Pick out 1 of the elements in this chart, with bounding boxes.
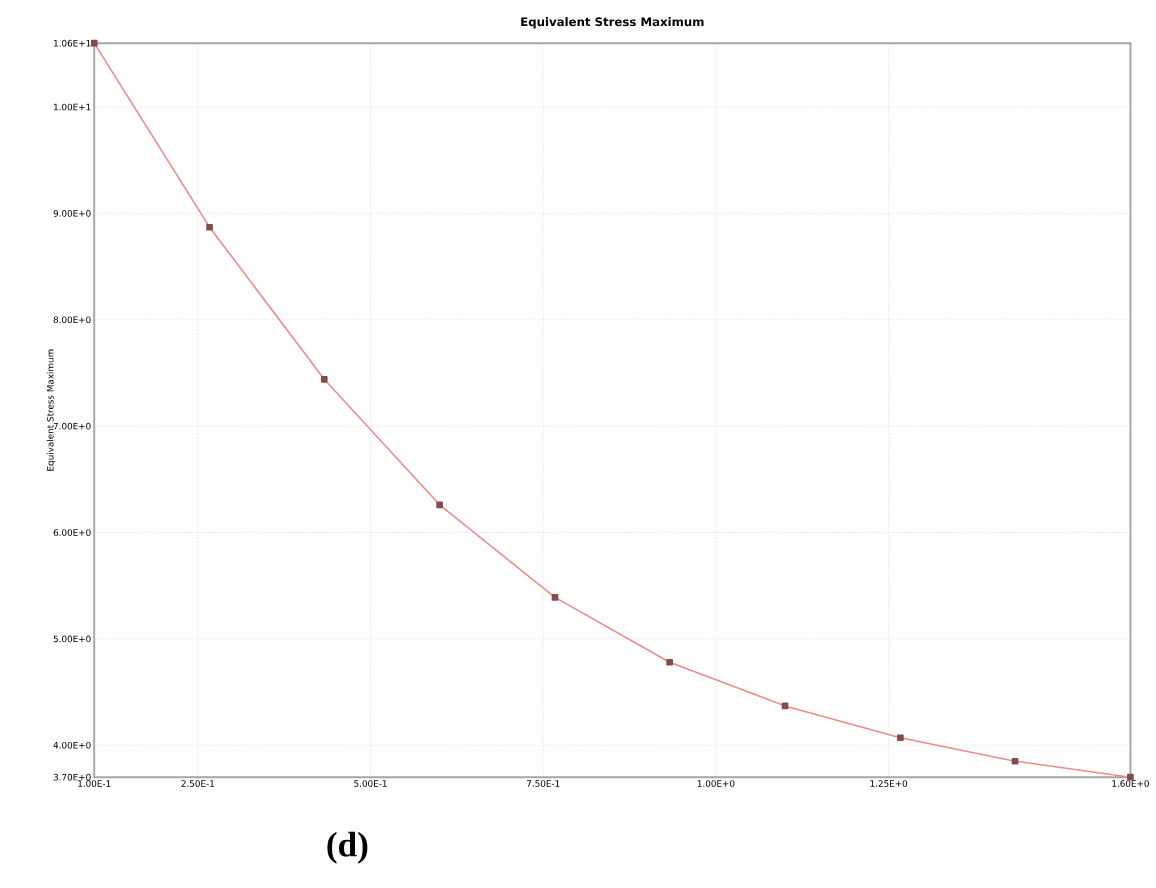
text: (d) — [327, 832, 368, 865]
